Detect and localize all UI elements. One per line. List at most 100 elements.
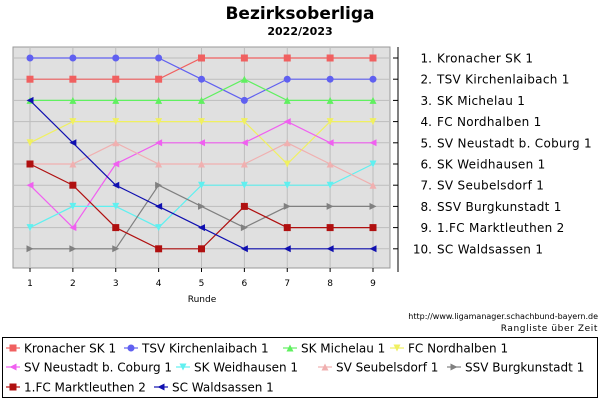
data-point [369, 160, 377, 168]
data-point [69, 96, 77, 104]
axes [29, 47, 399, 272]
legend [2, 337, 598, 398]
series-2 [26, 54, 377, 104]
data-point [26, 181, 34, 189]
data-point [112, 54, 120, 62]
data-point [369, 75, 377, 83]
data-point [69, 118, 77, 126]
x-tick-label: 9 [370, 279, 376, 289]
rank-label: 2. [421, 73, 432, 87]
x-tick-label: 7 [284, 279, 290, 289]
data-point [26, 75, 34, 83]
data-point [112, 245, 120, 253]
data-point [240, 96, 248, 104]
data-point [155, 118, 163, 126]
data-point [112, 96, 120, 104]
rank-team-label: 1.FC Marktleuthen 2 [437, 221, 565, 235]
chart-subtitle: 2022/2023 [267, 25, 332, 38]
x-tick-label: 3 [113, 279, 119, 289]
chart-title: Bezirksoberliga [225, 4, 374, 24]
rank-label: 4. [421, 115, 432, 129]
data-point [283, 224, 291, 232]
data-point [369, 181, 377, 189]
data-point [198, 202, 205, 210]
data-point [326, 245, 334, 253]
rank-label: 9. [421, 221, 432, 235]
rank-team-label: Kronacher SK 1 [437, 52, 533, 66]
data-point [155, 245, 163, 253]
data-point [155, 75, 163, 83]
data-point [155, 202, 163, 210]
data-point [155, 160, 163, 168]
source-url: http://www.ligamanager.schachbund-bayern… [408, 312, 598, 321]
data-point [112, 118, 120, 126]
data-point [26, 96, 34, 104]
data-point [240, 224, 248, 232]
data-point [326, 202, 334, 210]
data-point [326, 139, 334, 147]
data-point [198, 160, 205, 168]
data-point [69, 54, 77, 62]
rank-label: 6. [421, 158, 432, 172]
data-point [326, 160, 334, 168]
data-point [326, 118, 334, 126]
series-8 [26, 181, 377, 253]
data-point [240, 181, 248, 189]
data-point [198, 181, 205, 189]
rank-team-label: SK Michelau 1 [437, 94, 525, 108]
rank-team-label: TSV Kirchenlaibach 1 [436, 73, 570, 87]
data-point [283, 118, 291, 126]
data-point [240, 54, 248, 62]
data-point [198, 75, 205, 83]
x-tick-label: 4 [156, 279, 162, 289]
rank-label: 8. [421, 200, 432, 214]
data-point [283, 181, 291, 189]
data-point [155, 139, 163, 147]
data-point [198, 118, 205, 126]
data-point [112, 139, 120, 147]
data-point [26, 245, 34, 253]
data-point [69, 245, 77, 253]
rank-team-label: SC Waldsassen 1 [437, 242, 543, 256]
data-point [112, 160, 120, 168]
rank-team-label: SV Seubelsdorf 1 [437, 179, 544, 193]
data-point [283, 139, 291, 147]
data-point [283, 202, 291, 210]
data-point [155, 224, 163, 232]
data-point [112, 75, 120, 83]
series-3 [26, 75, 377, 104]
rank-label: 3. [421, 94, 432, 108]
data-point [112, 224, 120, 232]
data-point [283, 160, 291, 168]
data-point [240, 118, 248, 126]
data-point [69, 224, 77, 232]
x-tick-label: 2 [70, 279, 76, 289]
data-point [326, 96, 334, 104]
data-point [69, 75, 77, 83]
rank-team-label: SV Neustadt b. Coburg 1 [437, 136, 592, 150]
series-1 [26, 54, 377, 83]
data-point [369, 54, 377, 62]
series-6 [26, 160, 377, 232]
data-point [369, 96, 377, 104]
data-point [155, 181, 163, 189]
data-point [326, 181, 334, 189]
data-point [26, 160, 34, 168]
data-point [369, 224, 377, 232]
x-tick-label: 5 [199, 279, 205, 289]
series-lines [26, 54, 377, 253]
data-point [369, 245, 377, 253]
data-point [155, 96, 163, 104]
series-9 [26, 160, 377, 253]
data-point [369, 202, 377, 210]
data-point [69, 202, 77, 210]
data-point [326, 75, 334, 83]
rank-team-label: SSV Burgkunstadt 1 [437, 200, 562, 214]
data-point [240, 245, 248, 253]
data-point [155, 54, 163, 62]
data-point [240, 160, 248, 168]
data-point [283, 54, 291, 62]
data-point [26, 224, 34, 232]
data-point [283, 96, 291, 104]
